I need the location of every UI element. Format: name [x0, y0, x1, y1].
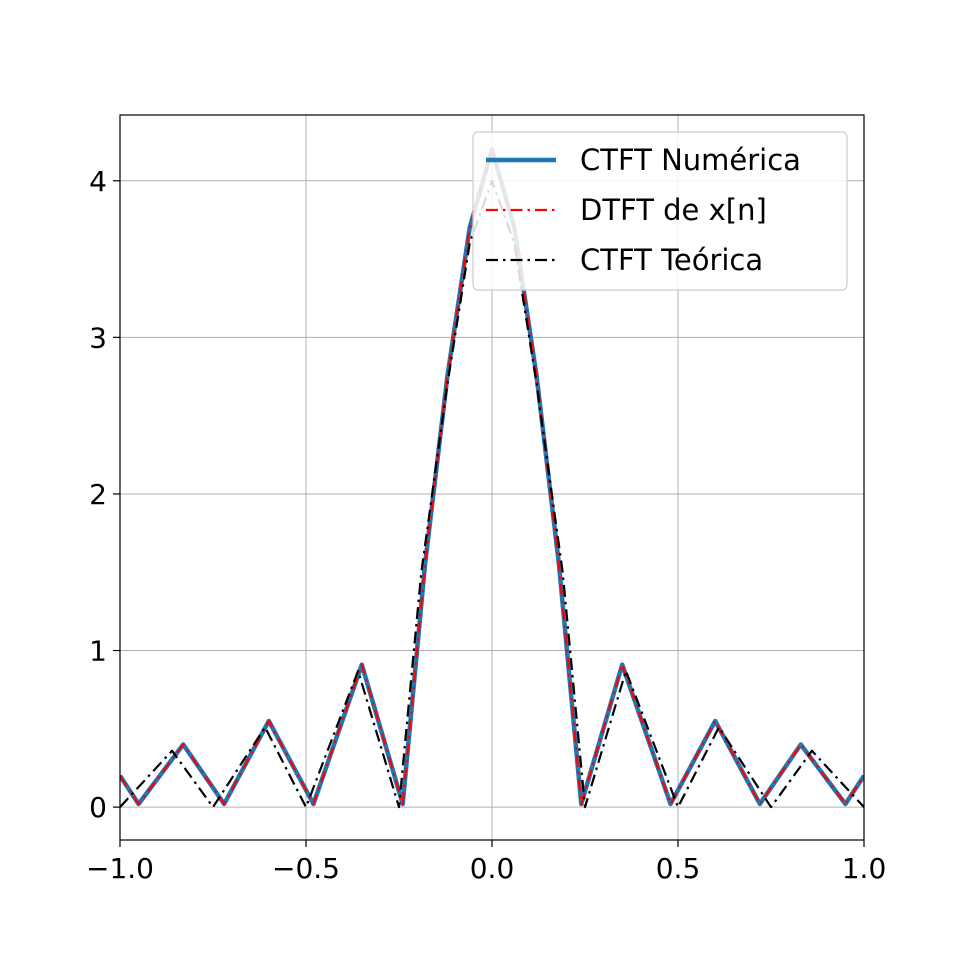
- legend-label-1: CTFT Numérica: [580, 143, 801, 177]
- x-tick-label: 1.0: [842, 852, 887, 885]
- x-tick-label: −1.0: [86, 852, 154, 885]
- x-tick-label: 0.0: [470, 852, 515, 885]
- y-tick-label: 0: [89, 791, 107, 824]
- legend-label-3: CTFT Teórica: [580, 243, 763, 277]
- y-tick-label: 4: [89, 165, 107, 198]
- legend: CTFT Numérica DTFT de x[n] CTFT Teórica: [472, 131, 848, 291]
- x-tick-label: −0.5: [272, 852, 340, 885]
- axis-ticks: −1.0 −0.5 0.0 0.5 1.0 0 1 2 3 4: [86, 165, 886, 885]
- x-tick-label: 0.5: [656, 852, 701, 885]
- legend-label-2: DTFT de x[n]: [580, 193, 767, 227]
- y-tick-label: 1: [89, 635, 107, 668]
- legend-box: [472, 131, 848, 291]
- y-tick-label: 3: [89, 321, 107, 354]
- y-tick-label: 2: [89, 478, 107, 511]
